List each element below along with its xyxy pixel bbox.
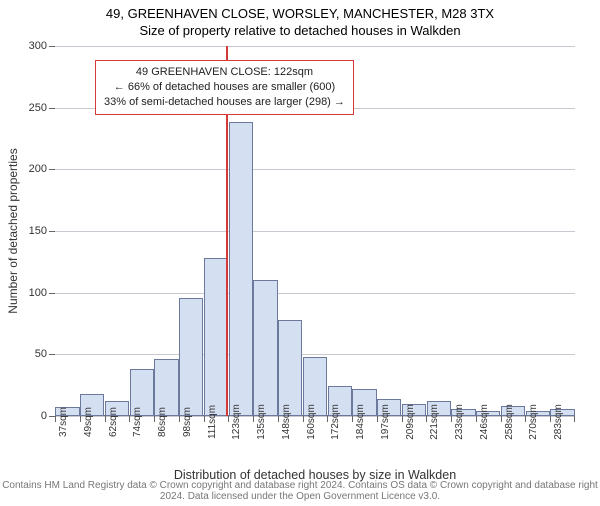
x-tick xyxy=(550,416,551,422)
y-tick xyxy=(49,354,55,355)
x-tick-label: 86sqm xyxy=(157,407,168,437)
x-tick-label: 258sqm xyxy=(504,404,515,440)
annotation-line-3: 33% of semi-detached houses are larger (… xyxy=(104,95,345,110)
x-tick-label: 184sqm xyxy=(355,404,366,440)
y-tick xyxy=(49,46,55,47)
x-tick xyxy=(105,416,106,422)
x-tick xyxy=(402,416,403,422)
histogram-bar xyxy=(179,298,203,416)
annotation-line-1: 49 GREENHAVEN CLOSE: 122sqm xyxy=(104,65,345,80)
y-tick-label: 100 xyxy=(7,287,47,299)
x-tick xyxy=(129,416,130,422)
annotation-line-2: ← 66% of detached houses are smaller (60… xyxy=(104,80,345,95)
gridline xyxy=(55,354,575,355)
x-tick-label: 221sqm xyxy=(429,404,440,440)
x-tick xyxy=(476,416,477,422)
histogram-bar xyxy=(253,280,277,416)
x-tick-label: 135sqm xyxy=(256,404,267,440)
x-tick-label: 209sqm xyxy=(405,404,416,440)
x-tick-label: 246sqm xyxy=(479,404,490,440)
x-tick-label: 283sqm xyxy=(553,404,564,440)
y-tick-label: 250 xyxy=(7,102,47,114)
y-tick-label: 50 xyxy=(7,348,47,360)
x-tick xyxy=(451,416,452,422)
x-tick xyxy=(204,416,205,422)
histogram-bar xyxy=(229,122,253,416)
x-tick xyxy=(228,416,229,422)
y-tick xyxy=(49,231,55,232)
x-tick xyxy=(154,416,155,422)
x-tick-label: 148sqm xyxy=(281,404,292,440)
x-tick xyxy=(574,416,575,422)
x-tick xyxy=(303,416,304,422)
y-tick-label: 200 xyxy=(7,163,47,175)
x-tick-label: 111sqm xyxy=(207,405,218,439)
gridline xyxy=(55,46,575,47)
x-tick-label: 74sqm xyxy=(132,407,143,437)
x-tick-label: 37sqm xyxy=(58,407,69,437)
x-tick-label: 49sqm xyxy=(83,407,94,437)
copyright-footer: Contains HM Land Registry data © Crown c… xyxy=(0,480,600,502)
x-tick xyxy=(327,416,328,422)
x-tick xyxy=(253,416,254,422)
x-tick xyxy=(179,416,180,422)
x-tick-label: 197sqm xyxy=(380,404,391,440)
y-tick xyxy=(49,169,55,170)
y-tick-label: 150 xyxy=(7,225,47,237)
y-tick-label: 0 xyxy=(7,410,47,422)
x-tick-label: 160sqm xyxy=(306,404,317,440)
x-tick-label: 270sqm xyxy=(528,404,539,440)
histogram-bar xyxy=(278,320,302,416)
x-tick-label: 62sqm xyxy=(108,407,119,437)
x-tick xyxy=(525,416,526,422)
x-tick xyxy=(55,416,56,422)
x-tick-label: 172sqm xyxy=(330,404,341,440)
x-tick xyxy=(352,416,353,422)
x-tick xyxy=(501,416,502,422)
x-tick xyxy=(278,416,279,422)
gridline xyxy=(55,169,575,170)
y-tick xyxy=(49,293,55,294)
y-tick-label: 300 xyxy=(7,40,47,52)
x-tick-label: 233sqm xyxy=(454,404,465,440)
gridline xyxy=(55,293,575,294)
gridline xyxy=(55,231,575,232)
property-annotation-box: 49 GREENHAVEN CLOSE: 122sqm ← 66% of det… xyxy=(95,60,354,115)
x-tick xyxy=(80,416,81,422)
x-tick-label: 98sqm xyxy=(182,407,193,437)
histogram-chart: Number of detached properties Distributi… xyxy=(55,46,575,416)
x-tick xyxy=(377,416,378,422)
y-tick xyxy=(49,108,55,109)
x-tick xyxy=(426,416,427,422)
page-title-subtitle: Size of property relative to detached ho… xyxy=(0,23,600,38)
page-title-address: 49, GREENHAVEN CLOSE, WORSLEY, MANCHESTE… xyxy=(0,6,600,21)
histogram-bar xyxy=(204,258,228,416)
x-tick-label: 123sqm xyxy=(231,404,242,440)
